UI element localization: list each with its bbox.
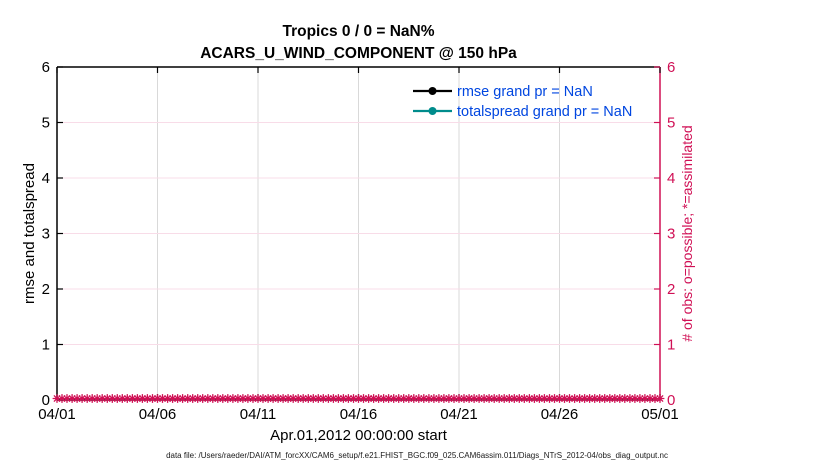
x-tick-6: 05/01 bbox=[641, 406, 679, 423]
grid-layer bbox=[57, 67, 660, 400]
left-tick-6: 6 bbox=[42, 59, 50, 76]
right-tick-labels: 0 1 2 3 4 5 6 bbox=[667, 59, 675, 409]
plot-title: ACARS_U_WIND_COMPONENT @ 150 hPa bbox=[200, 45, 517, 62]
left-axis-label: rmse and totalspread bbox=[21, 163, 38, 304]
right-tick-1: 1 bbox=[667, 337, 675, 354]
right-axis-label: # of obs: o=possible; *=assimilated bbox=[679, 125, 695, 341]
obs-asterisk-markers bbox=[52, 394, 665, 403]
x-axis-label: Apr.01,2012 00:00:00 start bbox=[270, 427, 448, 444]
left-tick-1: 1 bbox=[42, 337, 50, 354]
left-tick-0: 0 bbox=[42, 392, 50, 409]
legend-marker-rmse bbox=[428, 87, 437, 95]
left-tick-4: 4 bbox=[42, 170, 50, 187]
right-tick-6: 6 bbox=[667, 59, 675, 76]
data-file-footer: data file: /Users/raeder/DAI/ATM_forcXX/… bbox=[166, 451, 668, 460]
left-tick-2: 2 bbox=[42, 281, 50, 298]
obs-marker-band bbox=[52, 394, 665, 403]
right-tick-0: 0 bbox=[667, 392, 675, 409]
legend-label-rmse: rmse grand pr = NaN bbox=[457, 84, 593, 100]
legend-entry-rmse: rmse grand pr = NaN bbox=[413, 84, 593, 100]
plot-suptitle: Tropics 0 / 0 = NaN% bbox=[282, 23, 434, 40]
x-tick-labels: 04/01 04/06 04/11 04/16 04/21 04/26 05/0… bbox=[38, 406, 679, 423]
x-tick-0: 04/01 bbox=[38, 406, 76, 423]
x-tick-3: 04/16 bbox=[340, 406, 378, 423]
x-tick-2: 04/11 bbox=[240, 406, 276, 423]
right-tick-2: 2 bbox=[667, 281, 675, 298]
right-tick-5: 5 bbox=[667, 115, 675, 132]
left-tick-5: 5 bbox=[42, 115, 50, 132]
x-tick-5: 04/26 bbox=[541, 406, 579, 423]
legend-label-totalspread: totalspread grand pr = NaN bbox=[457, 104, 632, 120]
legend-marker-totalspread bbox=[428, 107, 437, 115]
right-tick-4: 4 bbox=[667, 170, 675, 187]
left-tick-3: 3 bbox=[42, 226, 50, 243]
legend-entry-totalspread: totalspread grand pr = NaN bbox=[413, 104, 632, 120]
x-tick-4: 04/21 bbox=[440, 406, 478, 423]
x-tick-1: 04/06 bbox=[139, 406, 177, 423]
right-tick-3: 3 bbox=[667, 226, 675, 243]
left-tick-labels: 0 1 2 3 4 5 6 bbox=[42, 59, 50, 409]
legend: rmse grand pr = NaN totalspread grand pr… bbox=[413, 84, 632, 120]
